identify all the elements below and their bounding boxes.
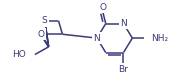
- Text: O: O: [99, 3, 106, 12]
- Text: HO: HO: [12, 50, 26, 59]
- Text: S: S: [42, 16, 48, 25]
- Text: N: N: [120, 19, 127, 28]
- Text: N: N: [94, 34, 100, 43]
- Text: O: O: [37, 30, 44, 39]
- Text: NH₂: NH₂: [151, 34, 168, 43]
- Text: Br: Br: [119, 65, 128, 74]
